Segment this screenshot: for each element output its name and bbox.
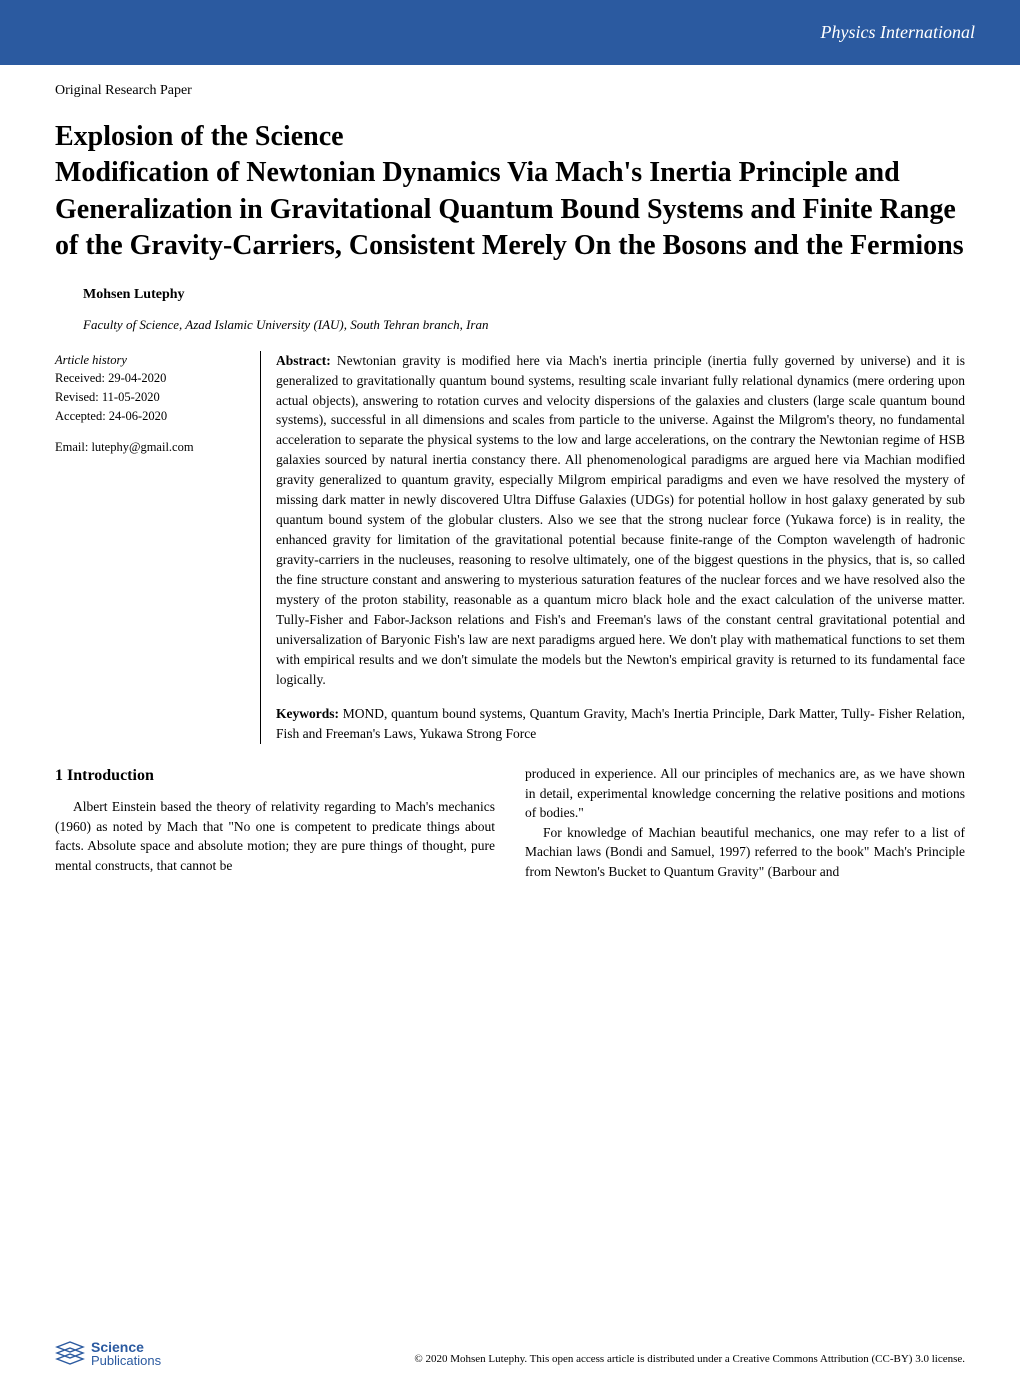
left-column: 1 Introduction Albert Einstein based the… [55,764,495,881]
content-wrapper: Original Research Paper Explosion of the… [0,65,1020,881]
copyright-text: © 2020 Mohsen Lutephy. This open access … [414,1352,965,1367]
keywords-label: Keywords: [276,706,339,721]
intro-para-right-1: produced in experience. All our principl… [525,764,965,823]
intro-para-left: Albert Einstein based the theory of rela… [55,797,495,875]
body-columns: 1 Introduction Albert Einstein based the… [55,764,965,881]
journal-banner: Physics International [0,0,1020,65]
abstract-block: Abstract: Newtonian gravity is modified … [276,351,965,690]
author-name: Mohsen Lutephy [83,287,965,303]
logo-text: Science Publications [91,1340,161,1367]
right-column: produced in experience. All our principl… [525,764,965,881]
section-1-heading: 1 Introduction [55,764,495,787]
author-affiliation: Faculty of Science, Azad Islamic Univers… [83,317,965,333]
keywords-text: MOND, quantum bound systems, Quantum Gra… [276,706,965,741]
paper-type: Original Research Paper [55,83,965,99]
intro-para-right-2: For knowledge of Machian beautiful mecha… [525,823,965,882]
logo-line-1: Science [91,1340,161,1354]
meta-abstract-row: Article history Received: 29-04-2020 Rev… [55,351,965,744]
abstract-text: Newtonian gravity is modified here via M… [276,353,965,688]
logo-icon [55,1339,85,1367]
paper-title: Explosion of the ScienceModification of … [55,119,965,265]
abstract-column: Abstract: Newtonian gravity is modified … [260,351,965,744]
abstract-label: Abstract: [276,353,331,368]
journal-name: Physics International [821,22,975,42]
received-date: Received: 29-04-2020 [55,369,245,388]
author-email: Email: lutephy@gmail.com [55,438,245,457]
history-label: Article history [55,351,245,370]
revised-date: Revised: 11-05-2020 [55,388,245,407]
page-footer: Science Publications © 2020 Mohsen Lutep… [55,1339,965,1367]
article-meta: Article history Received: 29-04-2020 Rev… [55,351,245,744]
publisher-logo: Science Publications [55,1339,161,1367]
accepted-date: Accepted: 24-06-2020 [55,407,245,426]
logo-line-2: Publications [91,1354,161,1367]
keywords-block: Keywords: MOND, quantum bound systems, Q… [276,704,965,744]
